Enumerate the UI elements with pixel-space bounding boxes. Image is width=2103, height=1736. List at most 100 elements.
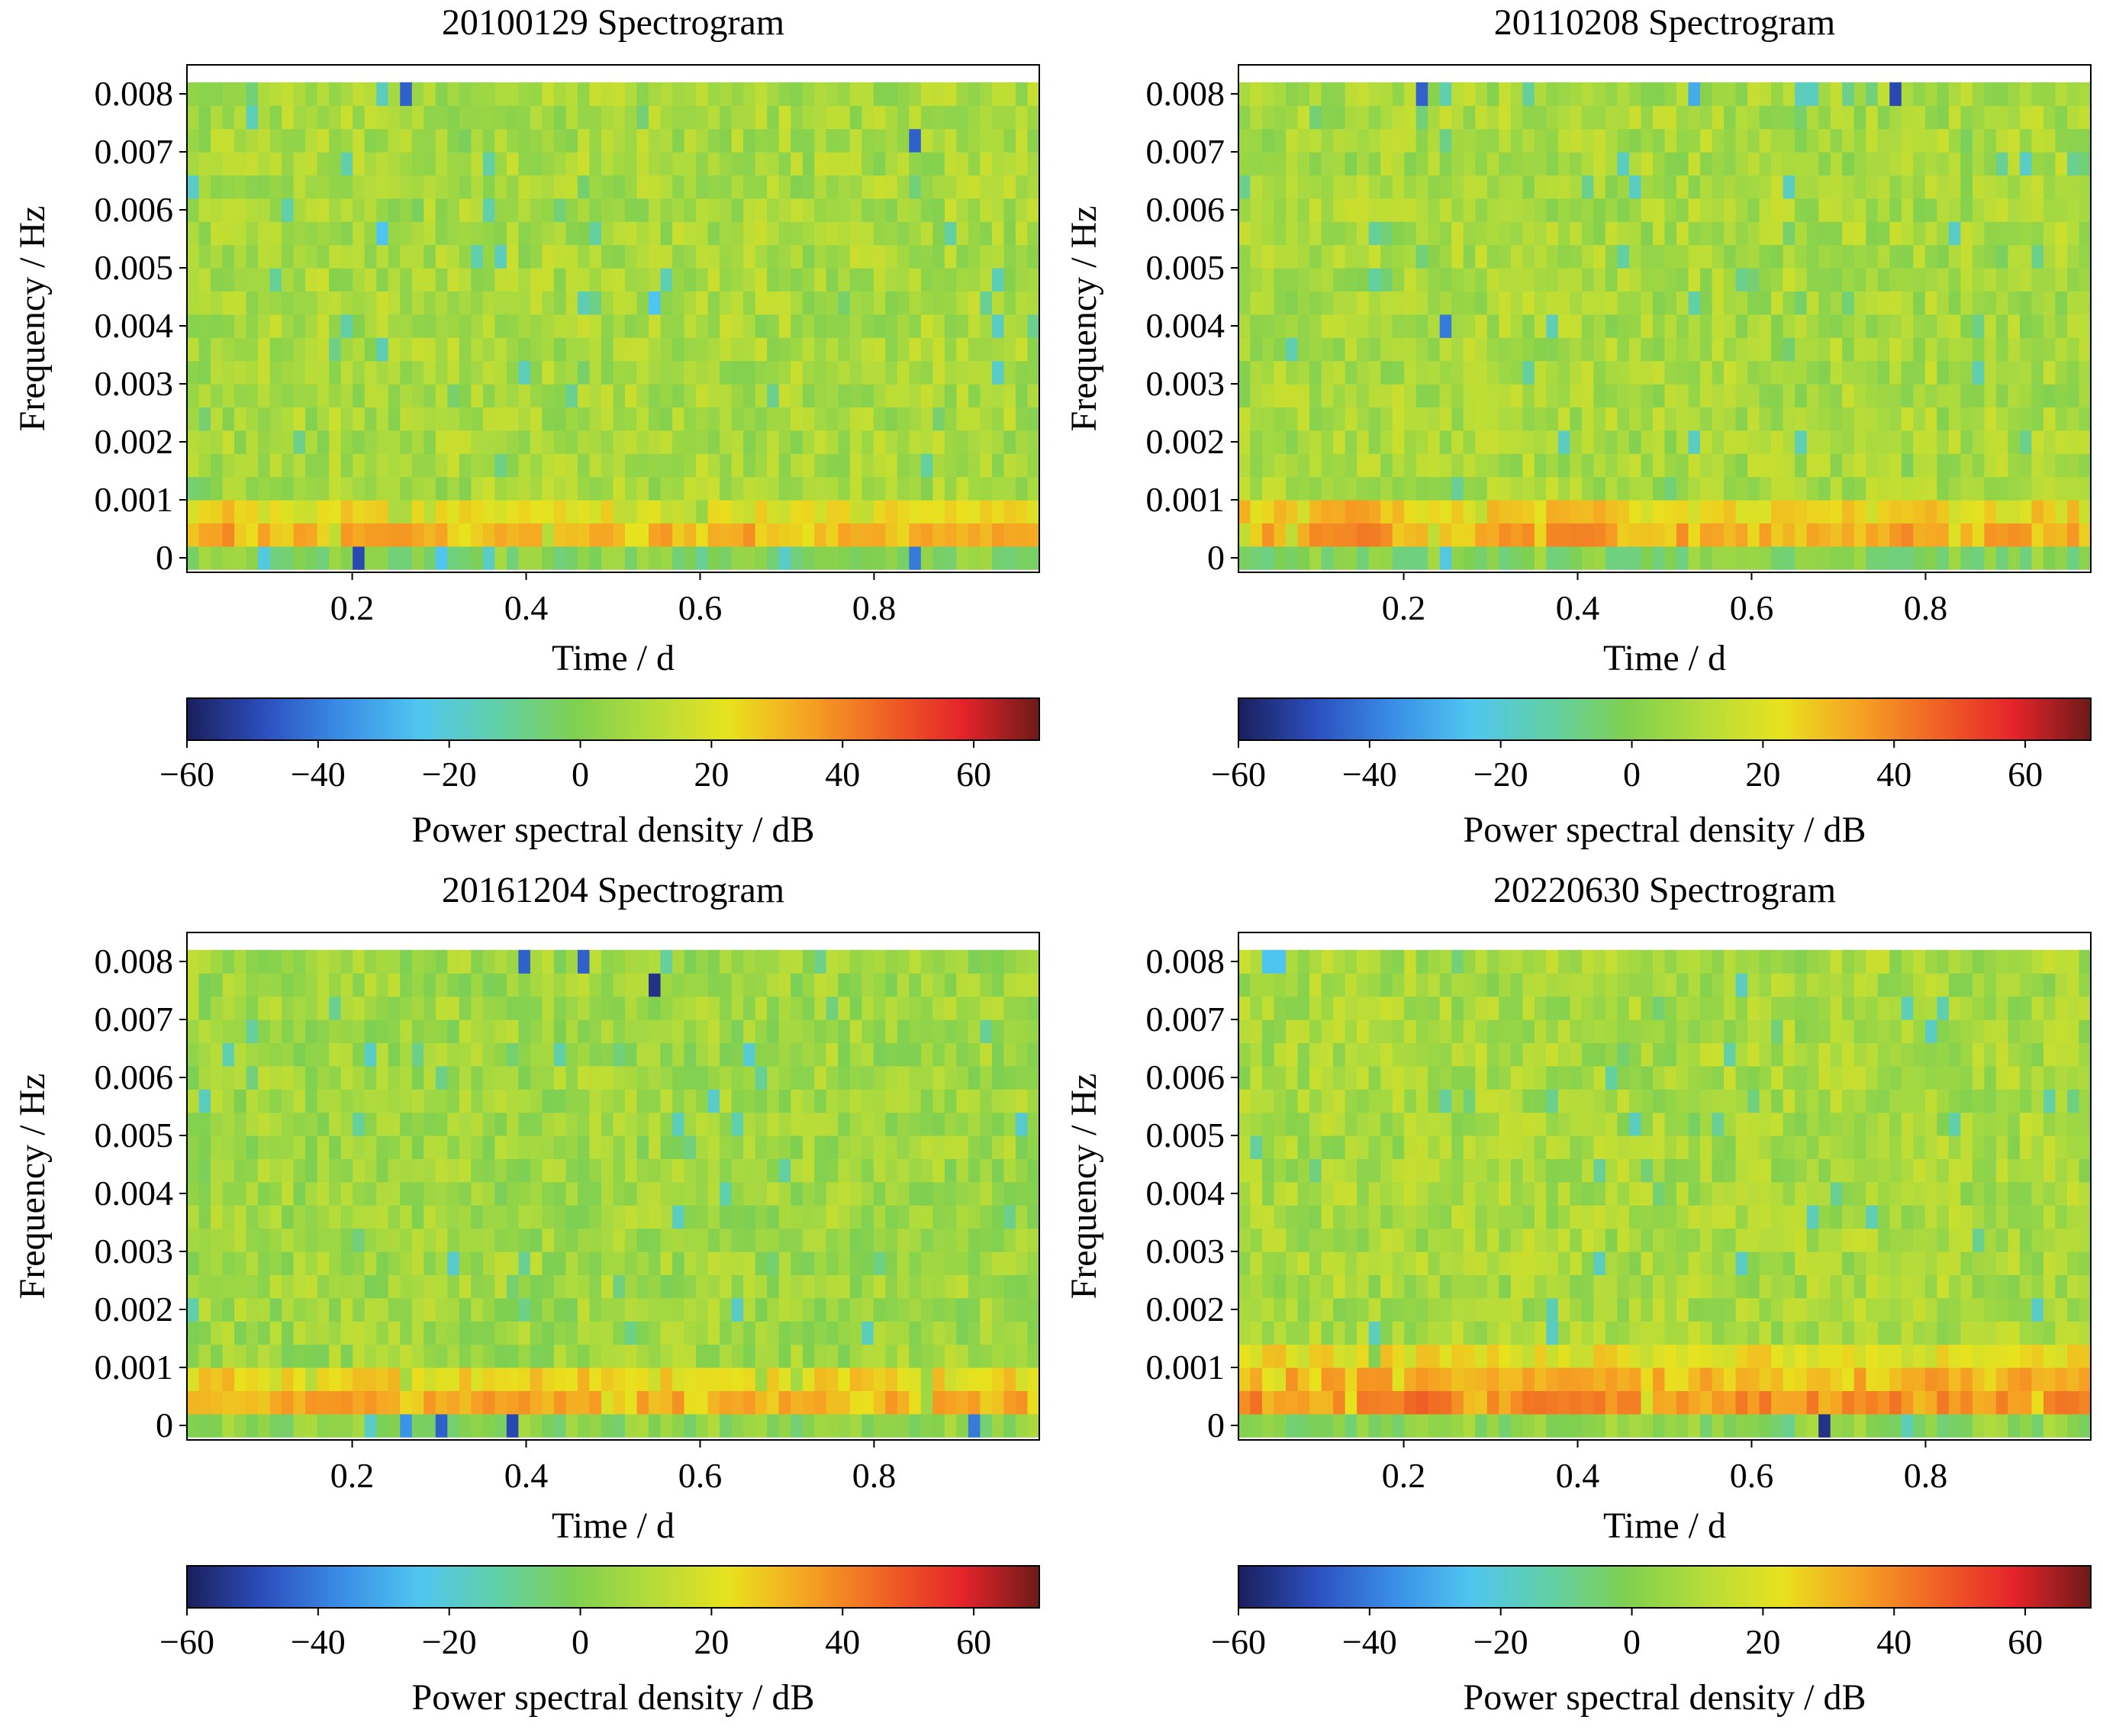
heatmap-cell	[1570, 384, 1583, 407]
heatmap-cell	[1795, 1390, 1808, 1415]
heatmap-cell	[1759, 1413, 1772, 1438]
heatmap-cell	[376, 500, 389, 523]
heatmap-cell	[1392, 105, 1405, 130]
heatmap-cell	[755, 1181, 768, 1206]
heatmap-cell	[861, 314, 874, 338]
heatmap-cell	[435, 523, 448, 547]
heatmap-cell	[802, 523, 815, 547]
heatmap-cell	[1901, 268, 1914, 291]
heatmap-cell	[222, 1042, 235, 1067]
heatmap-cell	[1357, 244, 1370, 269]
heatmap-cell	[234, 1228, 247, 1252]
heatmap-cell	[944, 337, 957, 362]
heatmap-cell	[802, 198, 815, 222]
heatmap-cell	[577, 314, 591, 338]
heatmap-cell	[1404, 337, 1417, 362]
heatmap-cell	[1806, 1413, 1819, 1438]
heatmap-cell	[577, 384, 591, 407]
heatmap-cell	[991, 1413, 1005, 1438]
heatmap-cell	[1948, 128, 1961, 153]
heatmap-cell	[1570, 407, 1583, 431]
heatmap-cell	[1641, 105, 1654, 130]
heatmap-cell	[1972, 1413, 1985, 1438]
heatmap-cell	[1806, 291, 1819, 315]
heatmap-cell	[340, 1321, 353, 1345]
heatmap-cell	[1357, 500, 1370, 523]
heatmap-cell	[435, 1367, 448, 1391]
heatmap-cell	[1806, 221, 1819, 246]
heatmap-cell	[518, 105, 531, 130]
heatmap-cell	[1866, 546, 1879, 570]
heatmap-cell	[447, 546, 460, 570]
heatmap-cell	[660, 1181, 673, 1206]
heatmap-cell	[1889, 244, 1902, 269]
heatmap-cell	[1286, 1413, 1299, 1438]
heatmap-cell	[246, 500, 259, 523]
heatmap-cell	[909, 1158, 922, 1183]
heatmap-cell	[861, 244, 874, 269]
heatmap-cell	[1534, 1367, 1547, 1391]
heatmap-cell	[258, 1251, 271, 1275]
heatmap-cell	[1475, 1390, 1488, 1415]
heatmap-cell	[861, 973, 874, 997]
heatmap-cell	[1003, 1112, 1016, 1136]
heatmap-cell	[353, 337, 366, 362]
heatmap-cell	[861, 128, 874, 153]
heatmap-cell	[329, 430, 342, 454]
heatmap-cell	[565, 337, 578, 362]
heatmap-cell	[471, 175, 484, 199]
heatmap-cell	[1027, 476, 1040, 501]
heatmap-cell	[814, 546, 827, 570]
heatmap-cell	[1262, 1367, 1275, 1391]
heatmap-cell	[198, 1089, 211, 1113]
heatmap-cell	[802, 1181, 815, 1206]
heatmap-cell	[684, 1135, 697, 1159]
heatmap-cell	[991, 453, 1005, 478]
heatmap-cell	[388, 268, 401, 291]
heatmap-cell	[920, 1321, 933, 1345]
heatmap-cell	[1522, 430, 1535, 454]
heatmap-cell	[1700, 291, 1713, 315]
heatmap-cell	[1972, 1390, 1985, 1415]
heatmap-cell	[1297, 105, 1310, 130]
heatmap-cell	[1593, 1390, 1606, 1415]
heatmap-cell	[601, 1228, 614, 1252]
heatmap-cell	[1309, 128, 1322, 153]
heatmap-cell	[1392, 175, 1405, 199]
heatmap-cell	[211, 407, 224, 431]
heatmap-cell	[411, 1344, 424, 1368]
heatmap-cell	[1286, 523, 1299, 547]
heatmap-cell	[1617, 453, 1630, 478]
heatmap-cell	[1321, 128, 1334, 153]
heatmap-cell	[589, 407, 602, 431]
heatmap-cell	[601, 360, 614, 385]
heatmap-cell	[1700, 500, 1713, 523]
heatmap-cell	[672, 1181, 685, 1206]
heatmap-cell	[1700, 152, 1713, 176]
heatmap-cell	[1747, 453, 1760, 478]
heatmap-cell	[625, 1344, 638, 1368]
heatmap-cell	[932, 500, 945, 523]
heatmap-cell	[1003, 1019, 1016, 1043]
heatmap-cell	[2066, 337, 2080, 362]
heatmap-cell	[1262, 1344, 1275, 1368]
heatmap-cell	[340, 500, 353, 523]
heatmap-cell	[601, 973, 614, 997]
heatmap-cell	[305, 198, 318, 222]
heatmap-cell	[222, 1274, 235, 1299]
heatmap-cell	[731, 476, 744, 501]
heatmap-cell	[565, 523, 578, 547]
heatmap-cell	[1877, 82, 1890, 106]
heatmap-cell	[672, 1413, 685, 1438]
heatmap-cell	[1818, 268, 1831, 291]
heatmap-cell	[329, 1089, 342, 1113]
heatmap-cell	[1937, 476, 1950, 501]
heatmap-cell	[743, 1251, 756, 1275]
heatmap-cell	[1463, 407, 1476, 431]
heatmap-cell	[944, 1181, 957, 1206]
heatmap-cell	[1333, 523, 1346, 547]
heatmap-cell	[707, 105, 720, 130]
heatmap-cell	[1652, 430, 1666, 454]
heatmap-cell	[388, 1065, 401, 1090]
heatmap-cell	[1984, 1367, 1997, 1391]
